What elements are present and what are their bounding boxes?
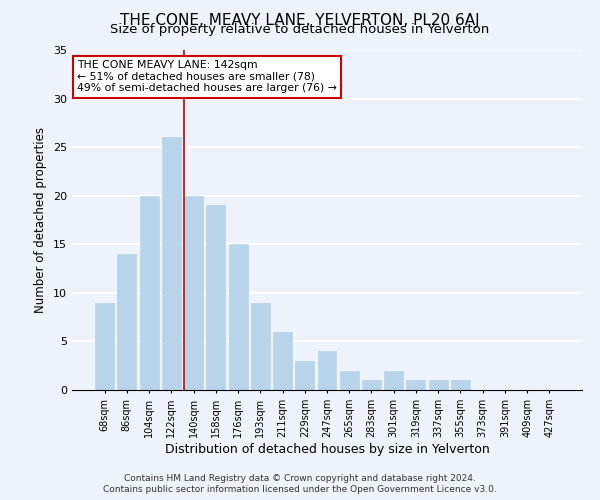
Bar (229, 244, 248, 390)
Bar (317, 351, 337, 390)
Text: THE CONE, MEAVY LANE, YELVERTON, PL20 6AJ: THE CONE, MEAVY LANE, YELVERTON, PL20 6A… (120, 12, 480, 28)
Bar (384, 370, 403, 390)
Bar (406, 380, 425, 390)
Text: THE CONE MEAVY LANE: 142sqm
← 51% of detached houses are smaller (78)
49% of sem: THE CONE MEAVY LANE: 142sqm ← 51% of det… (77, 60, 337, 94)
Text: Size of property relative to detached houses in Yelverton: Size of property relative to detached ho… (110, 22, 490, 36)
Bar (251, 302, 270, 390)
Bar (362, 380, 381, 390)
Bar (95, 302, 114, 390)
Bar (162, 138, 181, 390)
Text: Contains HM Land Registry data © Crown copyright and database right 2024.
Contai: Contains HM Land Registry data © Crown c… (103, 474, 497, 494)
Bar (340, 370, 359, 390)
Bar (184, 196, 203, 390)
Bar (429, 380, 448, 390)
Bar (273, 332, 292, 390)
Bar (295, 361, 314, 390)
Bar (206, 206, 225, 390)
Y-axis label: Number of detached properties: Number of detached properties (34, 127, 47, 313)
Bar (451, 380, 470, 390)
Bar (140, 196, 158, 390)
X-axis label: Distribution of detached houses by size in Yelverton: Distribution of detached houses by size … (164, 442, 490, 456)
Bar (118, 254, 136, 390)
